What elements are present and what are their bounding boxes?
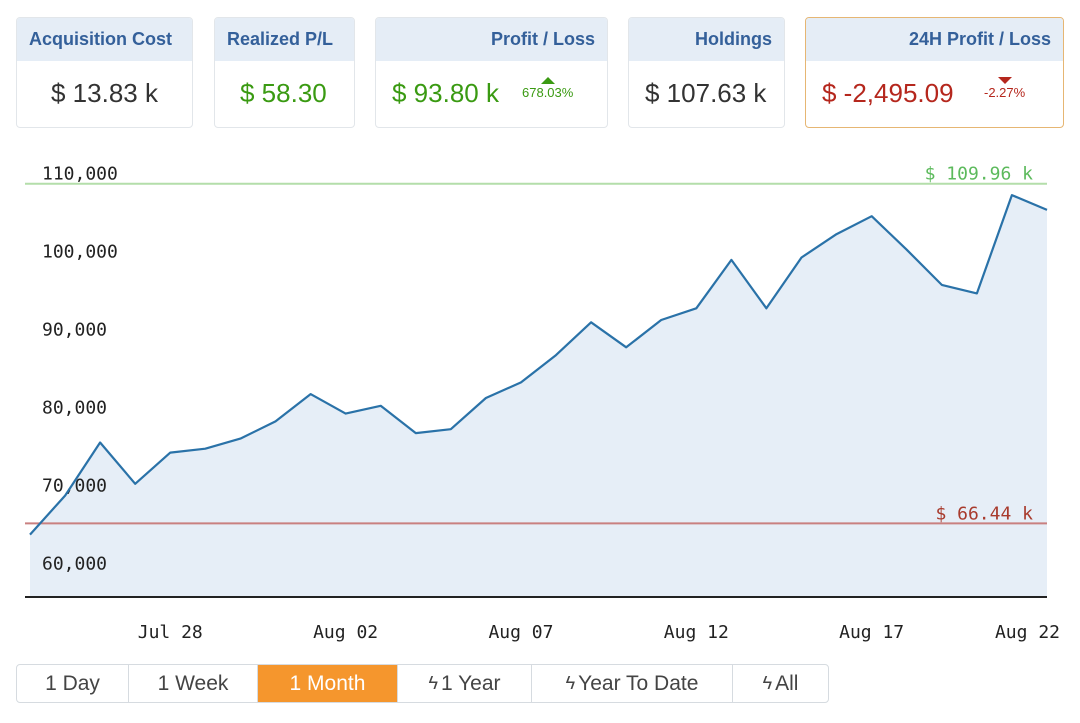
y-tick-label: 60,000	[42, 554, 107, 575]
tab-1-week[interactable]: 1 Week	[129, 665, 258, 702]
y-tick-label: 70,000	[42, 476, 107, 497]
portfolio-chart: 60,000 70,000 80,000 90,000 100,000 110,000 $ …	[25, 163, 1060, 643]
holdings-value: $ 107.63 k	[645, 78, 767, 108]
tab-1-week-label: 1 Week	[157, 671, 229, 695]
24h-profit-loss-card: 24H Profit / Loss $ -2,495.09 -2.27%	[805, 17, 1064, 128]
bolt-icon: ϟ	[428, 673, 438, 693]
acquisition-cost-card: Acquisition Cost $ 13.83 k	[16, 17, 193, 128]
x-tick-label: Aug 07	[488, 622, 553, 643]
realized-pl-card: Realized P/L $ 58.30	[214, 17, 355, 128]
x-tick-label: Aug 17	[839, 622, 904, 643]
holdings-label: Holdings	[629, 18, 784, 61]
acquisition-cost-value: $ 13.83 k	[51, 78, 158, 108]
tab-1-day-label: 1 Day	[45, 671, 100, 695]
x-tick-label: Aug 12	[664, 622, 729, 643]
y-tick-label: 90,000	[42, 319, 107, 340]
time-range-tabs: 1 Day 1 Week 1 Month ϟ 1 Year ϟ Year To …	[16, 664, 829, 703]
tab-1-year-label: 1 Year	[440, 671, 501, 695]
bolt-icon: ϟ	[762, 673, 773, 693]
bolt-icon: ϟ	[565, 673, 576, 693]
tab-all[interactable]: ϟ All	[733, 665, 828, 702]
profit-loss-percent: 678.03%	[522, 85, 574, 100]
24h-profit-loss-percent: -2.27%	[984, 85, 1026, 100]
triangle-down-icon	[997, 77, 1012, 84]
series-line	[29, 193, 1048, 536]
tab-1-day[interactable]: 1 Day	[17, 665, 129, 702]
y-tick-label: 80,000	[42, 398, 107, 419]
holdings-card: Holdings $ 107.63 k	[628, 17, 785, 128]
acquisition-cost-label: Acquisition Cost	[17, 18, 192, 61]
realized-pl-value: $ 58.30	[240, 78, 327, 108]
tab-year-to-date[interactable]: ϟ Year To Date	[532, 665, 733, 702]
tab-1-year[interactable]: ϟ 1 Year	[398, 665, 532, 702]
profit-loss-delta: 678.03%	[522, 77, 573, 100]
y-tick-label: 110,000	[42, 163, 118, 184]
x-tick-label: Aug 02	[313, 622, 378, 643]
profit-loss-label: Profit / Loss	[376, 18, 607, 61]
24h-profit-loss-label: 24H Profit / Loss	[806, 18, 1063, 61]
max-label: $ 109.96 k	[925, 164, 1034, 185]
realized-pl-label: Realized P/L	[215, 18, 354, 61]
min-label: $ 66.44 k	[935, 503, 1033, 524]
triangle-up-icon	[540, 77, 555, 84]
profit-loss-value: $ 93.80 k	[392, 78, 499, 108]
x-tick-label: Jul 28	[138, 622, 203, 643]
x-tick-label: Aug 22	[995, 622, 1060, 643]
24h-profit-loss-delta: -2.27%	[984, 77, 1025, 100]
tab-all-label: All	[775, 671, 799, 695]
tab-1-month-label: 1 Month	[289, 671, 366, 695]
tab-1-month[interactable]: 1 Month	[258, 665, 398, 702]
area-fill	[30, 195, 1047, 597]
tab-year-to-date-label: Year To Date	[578, 671, 699, 695]
y-tick-label: 100,000	[42, 241, 118, 262]
24h-profit-loss-value: $ -2,495.09	[822, 78, 954, 108]
profit-loss-card: Profit / Loss $ 93.80 k 678.03%	[375, 17, 608, 128]
